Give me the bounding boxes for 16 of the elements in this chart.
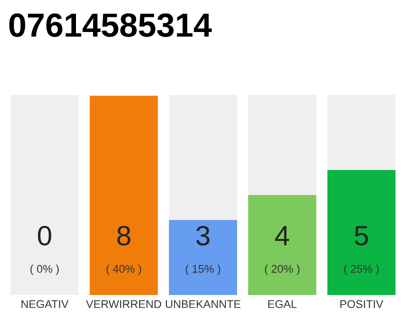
x-tick-label: NEGATIV <box>22 300 69 308</box>
data-label: 3 <box>196 226 210 246</box>
annotation: ( 20% ) <box>264 264 300 275</box>
annotation: ( 25% ) <box>344 264 379 275</box>
annotation: ( 40% ) <box>106 264 142 275</box>
annotation: ( 0% ) <box>30 264 59 275</box>
x-tick-label: POSITIV <box>340 300 384 308</box>
data-label: 4 <box>275 226 290 246</box>
data-label: 0 <box>38 226 52 246</box>
x-tick-label: EGAL <box>268 300 297 308</box>
chart-title: 07614585314 <box>9 13 212 37</box>
x-tick-label: VERWIRREND <box>86 300 162 308</box>
data-label: 8 <box>117 226 130 246</box>
data-label: 5 <box>354 226 368 246</box>
annotation: ( 15% ) <box>186 264 220 275</box>
x-tick-label: UNBEKANNTE <box>166 300 240 308</box>
